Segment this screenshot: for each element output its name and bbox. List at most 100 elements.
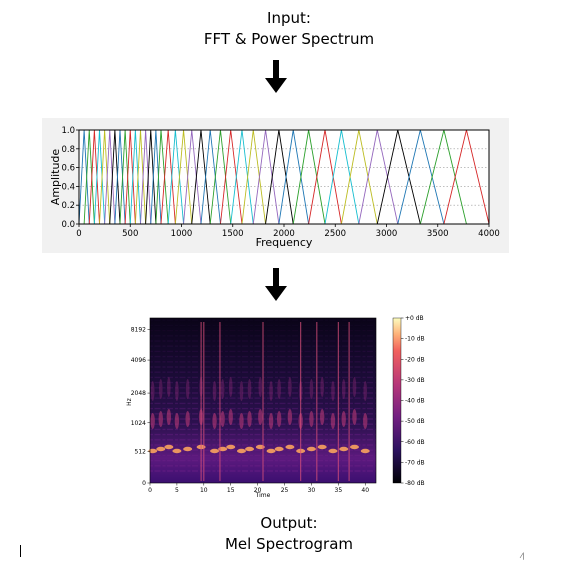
formant-upper xyxy=(319,409,325,425)
corner-mark: ⁄| xyxy=(521,552,525,560)
spectrogram-x-tick-label: 35 xyxy=(335,487,343,494)
x-tick-label: 500 xyxy=(122,229,138,239)
x-axis-label: Frequency xyxy=(256,236,313,249)
formant-highlight xyxy=(266,448,276,454)
formant-upper xyxy=(276,411,282,427)
formant-upper xyxy=(228,409,233,425)
mel-spectrogram-chart: 0 5 10 15 20 25 30 35 40 0 512 1024 2048 4096 8192 Ti… xyxy=(126,315,425,499)
formant-high xyxy=(158,379,163,399)
x-tick-labels: 0 500 1000 1500 2000 2500 3000 3500 4000 xyxy=(76,224,500,239)
colorbar-tick-label: -50 dB xyxy=(405,418,425,425)
colorbar-ticks: +0 dB -10 dB -20 dB -30 dB -40 dB -50 dB -60 d… xyxy=(401,315,425,487)
y-tick-label: 0.2 xyxy=(61,201,75,211)
formant-high xyxy=(363,381,368,401)
spectrogram-x-label: Time xyxy=(255,492,271,499)
spectrogram-features xyxy=(148,319,376,481)
spectrogram-y-tick-label: 4096 xyxy=(131,357,146,364)
input-caption: Input: FFT & Power Spectrum xyxy=(0,8,578,50)
spectrogram-y-tick-label: 512 xyxy=(135,449,147,456)
formant-upper xyxy=(341,411,346,427)
x-tick-label: 1500 xyxy=(222,229,244,239)
spectrogram-y-tick-label: 8192 xyxy=(131,327,146,334)
text-cursor-mark xyxy=(20,545,21,557)
spectrogram-y-tick-label: 1024 xyxy=(131,420,146,427)
x-tick-label: 4000 xyxy=(478,229,500,239)
formant-high xyxy=(320,377,324,397)
colorbar xyxy=(392,317,402,484)
input-description: FFT & Power Spectrum xyxy=(203,30,375,48)
formant-highlight xyxy=(164,444,174,450)
formant-upper xyxy=(247,411,252,427)
spectrogram-x-tick-label: 25 xyxy=(281,487,289,494)
spectrogram-x-tick-label: 5 xyxy=(175,487,179,494)
formant-upper xyxy=(268,413,274,429)
spectrogram-y-tick-label: 2048 xyxy=(131,390,146,397)
formant-high xyxy=(220,379,225,399)
colorbar-tick-label: +0 dB xyxy=(405,315,424,322)
formant-high xyxy=(331,381,335,401)
formant-high xyxy=(269,381,273,401)
formant-highlight xyxy=(360,448,370,454)
formant-high xyxy=(239,381,244,401)
formant-high xyxy=(352,377,357,397)
formant-highlight xyxy=(156,446,166,452)
spectrogram-x-tick-label: 15 xyxy=(227,487,235,494)
spectrogram-x-tick-label: 10 xyxy=(200,487,208,494)
plot-background xyxy=(79,130,489,224)
spectrogram-x-tick-label: 0 xyxy=(148,487,152,494)
y-tick-label: 0.6 xyxy=(61,164,75,174)
spectrogram-x-tick-label: 40 xyxy=(361,487,369,494)
formant-upper xyxy=(212,413,217,429)
formant-upper xyxy=(287,409,293,425)
formant-highlight xyxy=(226,444,236,450)
formant-upper xyxy=(309,411,314,427)
formant-highlight xyxy=(328,448,338,454)
formant-upper xyxy=(150,413,155,429)
formant-high xyxy=(175,381,179,401)
formant-upper xyxy=(330,413,336,429)
formant-upper xyxy=(158,411,163,427)
formant-high xyxy=(185,379,190,399)
x-tick-label: 3500 xyxy=(427,229,449,239)
formant-highlight xyxy=(236,448,246,454)
formant-upper xyxy=(363,413,368,429)
spectrogram-y-tick-label: 0 xyxy=(142,480,146,487)
formant-high xyxy=(277,379,281,399)
formant-highlight xyxy=(210,448,220,454)
formant-highlight xyxy=(274,446,284,452)
colorbar-tick-label: -80 dB xyxy=(405,480,425,487)
formant-upper xyxy=(220,411,225,427)
formant-highlight xyxy=(183,446,193,452)
formant-highlight xyxy=(349,444,359,450)
output-label: Output: xyxy=(260,514,318,532)
x-tick-label: 0 xyxy=(76,229,81,239)
formant-highlight xyxy=(306,446,316,452)
mel-filterbank-chart: 0 500 1000 1500 2000 2500 3000 3500 4000 0.0 0.2 0… xyxy=(42,118,509,253)
formant-high xyxy=(288,377,292,397)
y-tick-label: 1.0 xyxy=(61,126,75,136)
spectrogram-y-ticks: 0 512 1024 2048 4096 8192 xyxy=(131,327,150,487)
x-tick-label: 1000 xyxy=(171,229,193,239)
x-tick-label: 2500 xyxy=(324,229,346,239)
colorbar-tick-label: -30 dB xyxy=(405,377,425,384)
colorbar-tick-label: -60 dB xyxy=(405,439,425,446)
y-tick-label: 0.0 xyxy=(61,220,75,230)
x-tick-label: 3000 xyxy=(376,229,398,239)
down-arrow-icon xyxy=(265,268,287,301)
formant-upper xyxy=(185,411,190,427)
formant-highlight xyxy=(172,448,182,454)
colorbar-tick-label: -70 dB xyxy=(405,459,425,466)
spectrogram-frame xyxy=(149,317,377,484)
formant-highlight xyxy=(148,448,158,454)
colorbar-tick-label: -10 dB xyxy=(405,336,425,343)
formant-high xyxy=(341,379,346,399)
output-description: Mel Spectrogram xyxy=(224,535,353,553)
formant-highlight xyxy=(317,444,327,450)
formant-high xyxy=(258,377,263,397)
formant-upper xyxy=(166,409,172,425)
down-arrow-icon xyxy=(265,60,287,93)
spectrogram-y-label: Hz xyxy=(126,398,133,406)
filterbank-svg: 0 500 1000 1500 2000 2500 3000 3500 4000 0.00.20… xyxy=(49,126,500,249)
formant-highlight xyxy=(339,446,349,452)
formant-high xyxy=(247,379,252,399)
